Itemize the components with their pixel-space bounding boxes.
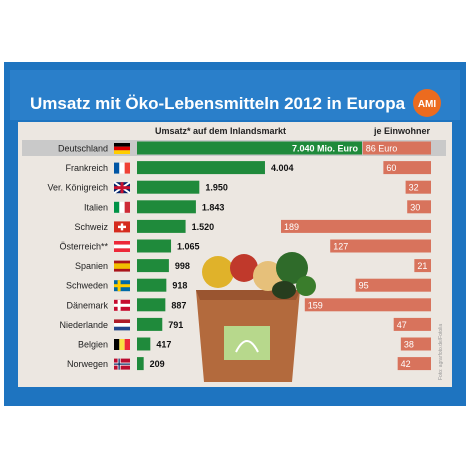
country-label-6: Österreich** bbox=[59, 242, 108, 252]
einwohner-bar-1 bbox=[362, 141, 431, 155]
row-11-flag-icon bbox=[119, 339, 125, 350]
umsatz-bar-9 bbox=[137, 298, 166, 312]
einwohner-label-11: 38 bbox=[404, 340, 414, 350]
header-band bbox=[10, 70, 460, 120]
country-label-1: Deutschland bbox=[58, 144, 108, 154]
row-10-flag-icon bbox=[114, 323, 130, 327]
einwohner-label-8: 95 bbox=[359, 281, 369, 291]
umsatz-label-3: 1.950 bbox=[205, 183, 228, 193]
umsatz-label-11: 417 bbox=[156, 340, 171, 350]
einwohner-label-10: 47 bbox=[397, 320, 407, 330]
row-1-flag-icon bbox=[114, 150, 130, 154]
einwohner-label-2: 60 bbox=[386, 163, 396, 173]
einwohner-label-4: 30 bbox=[410, 202, 420, 212]
row-11-flag-icon bbox=[114, 339, 120, 350]
einwohner-label-6: 127 bbox=[333, 242, 348, 252]
country-label-10: Niederlande bbox=[59, 320, 108, 330]
row-2-flag-icon bbox=[119, 162, 125, 174]
einwohner-label-12: 42 bbox=[401, 359, 411, 369]
umsatz-label-5: 1.520 bbox=[192, 222, 215, 232]
series-header-einwohner: je Einwohner bbox=[373, 126, 431, 136]
umsatz-bar-4 bbox=[137, 200, 196, 214]
row-12-flag-icon bbox=[114, 363, 130, 365]
row-8-flag-icon bbox=[114, 284, 130, 288]
row-10-flag-icon bbox=[114, 319, 130, 324]
row-7-flag-icon bbox=[114, 263, 130, 269]
umsatz-label-12: 209 bbox=[150, 359, 165, 369]
row-1-flag-icon bbox=[114, 146, 130, 151]
einwohner-bar-10 bbox=[393, 317, 431, 331]
einwohner-label-5: 189 bbox=[284, 222, 299, 232]
row-6-flag-icon bbox=[114, 241, 130, 245]
einwohner-bar-2 bbox=[383, 161, 431, 175]
umsatz-bar-2 bbox=[137, 161, 265, 175]
chart-title: Umsatz mit Öko-Lebensmitteln 2012 in Eur… bbox=[30, 94, 406, 113]
country-label-7: Spanien bbox=[75, 261, 108, 271]
country-label-4: Italien bbox=[84, 202, 108, 212]
umsatz-label-4: 1.843 bbox=[202, 202, 225, 212]
einwohner-bar-12 bbox=[397, 357, 431, 371]
umsatz-bar-10 bbox=[137, 317, 163, 331]
einwohner-label-1: 86 Euro bbox=[366, 144, 398, 154]
row-6-flag-icon bbox=[114, 248, 130, 252]
umsatz-bar-12 bbox=[137, 357, 144, 371]
eu-organic-label-icon bbox=[224, 326, 270, 360]
country-label-9: Dänemark bbox=[66, 300, 108, 310]
series-header-umsatz: Umsatz* auf dem Inlandsmarkt bbox=[155, 126, 286, 136]
umsatz-label-1: 7.040 Mio. Euro bbox=[292, 144, 359, 154]
row-11-flag-icon bbox=[124, 339, 130, 350]
ami-logo-text: AMI bbox=[418, 99, 437, 110]
row-4-flag-icon bbox=[114, 201, 120, 213]
umsatz-bar-3 bbox=[137, 180, 200, 194]
row-4-flag-icon bbox=[119, 201, 125, 213]
umsatz-label-7: 998 bbox=[175, 261, 190, 271]
row-4-flag-icon bbox=[124, 201, 130, 213]
einwohner-label-9: 159 bbox=[308, 300, 323, 310]
einwohner-bar-7 bbox=[414, 259, 431, 273]
photo-credit: Foto: agrarfoto.de/Fotolia bbox=[438, 324, 444, 380]
country-label-12: Norwegen bbox=[67, 359, 108, 369]
umsatz-bar-1 bbox=[137, 141, 362, 155]
country-label-8: Schweden bbox=[66, 281, 108, 291]
einwohner-bar-6 bbox=[330, 239, 431, 253]
umsatz-bar-7 bbox=[137, 259, 169, 273]
row-2-flag-icon bbox=[114, 162, 120, 174]
umsatz-label-2: 4.004 bbox=[271, 163, 294, 173]
einwohner-bar-5 bbox=[281, 219, 431, 233]
umsatz-label-8: 918 bbox=[172, 281, 187, 291]
umsatz-bar-8 bbox=[137, 278, 167, 292]
ami-logo bbox=[413, 89, 441, 117]
einwohner-bar-8 bbox=[355, 278, 431, 292]
umsatz-bar-11 bbox=[137, 337, 151, 351]
einwohner-bar-9 bbox=[304, 298, 431, 312]
einwohner-bar-3 bbox=[405, 180, 431, 194]
umsatz-label-9: 887 bbox=[171, 300, 186, 310]
einwohner-bar-11 bbox=[400, 337, 431, 351]
umsatz-bar-6 bbox=[137, 239, 172, 253]
einwohner-bar-4 bbox=[407, 200, 431, 214]
country-label-5: Schweiz bbox=[74, 222, 108, 232]
einwohner-label-3: 32 bbox=[409, 183, 419, 193]
umsatz-label-6: 1.065 bbox=[177, 242, 200, 252]
country-label-2: Frankreich bbox=[65, 163, 108, 173]
row-1-flag-icon bbox=[114, 143, 130, 147]
row-6-flag-icon bbox=[114, 244, 130, 249]
einwohner-label-7: 21 bbox=[417, 261, 427, 271]
row-2-flag-icon bbox=[124, 162, 130, 174]
row-5-flag-icon bbox=[118, 225, 126, 229]
country-label-11: Belgien bbox=[78, 340, 108, 350]
row-9-flag-icon bbox=[114, 303, 130, 307]
umsatz-bar-5 bbox=[137, 219, 186, 233]
umsatz-label-10: 791 bbox=[168, 320, 183, 330]
row-3-flag-icon bbox=[114, 186, 130, 190]
row-10-flag-icon bbox=[114, 326, 130, 331]
country-label-3: Ver. Königreich bbox=[47, 183, 108, 193]
